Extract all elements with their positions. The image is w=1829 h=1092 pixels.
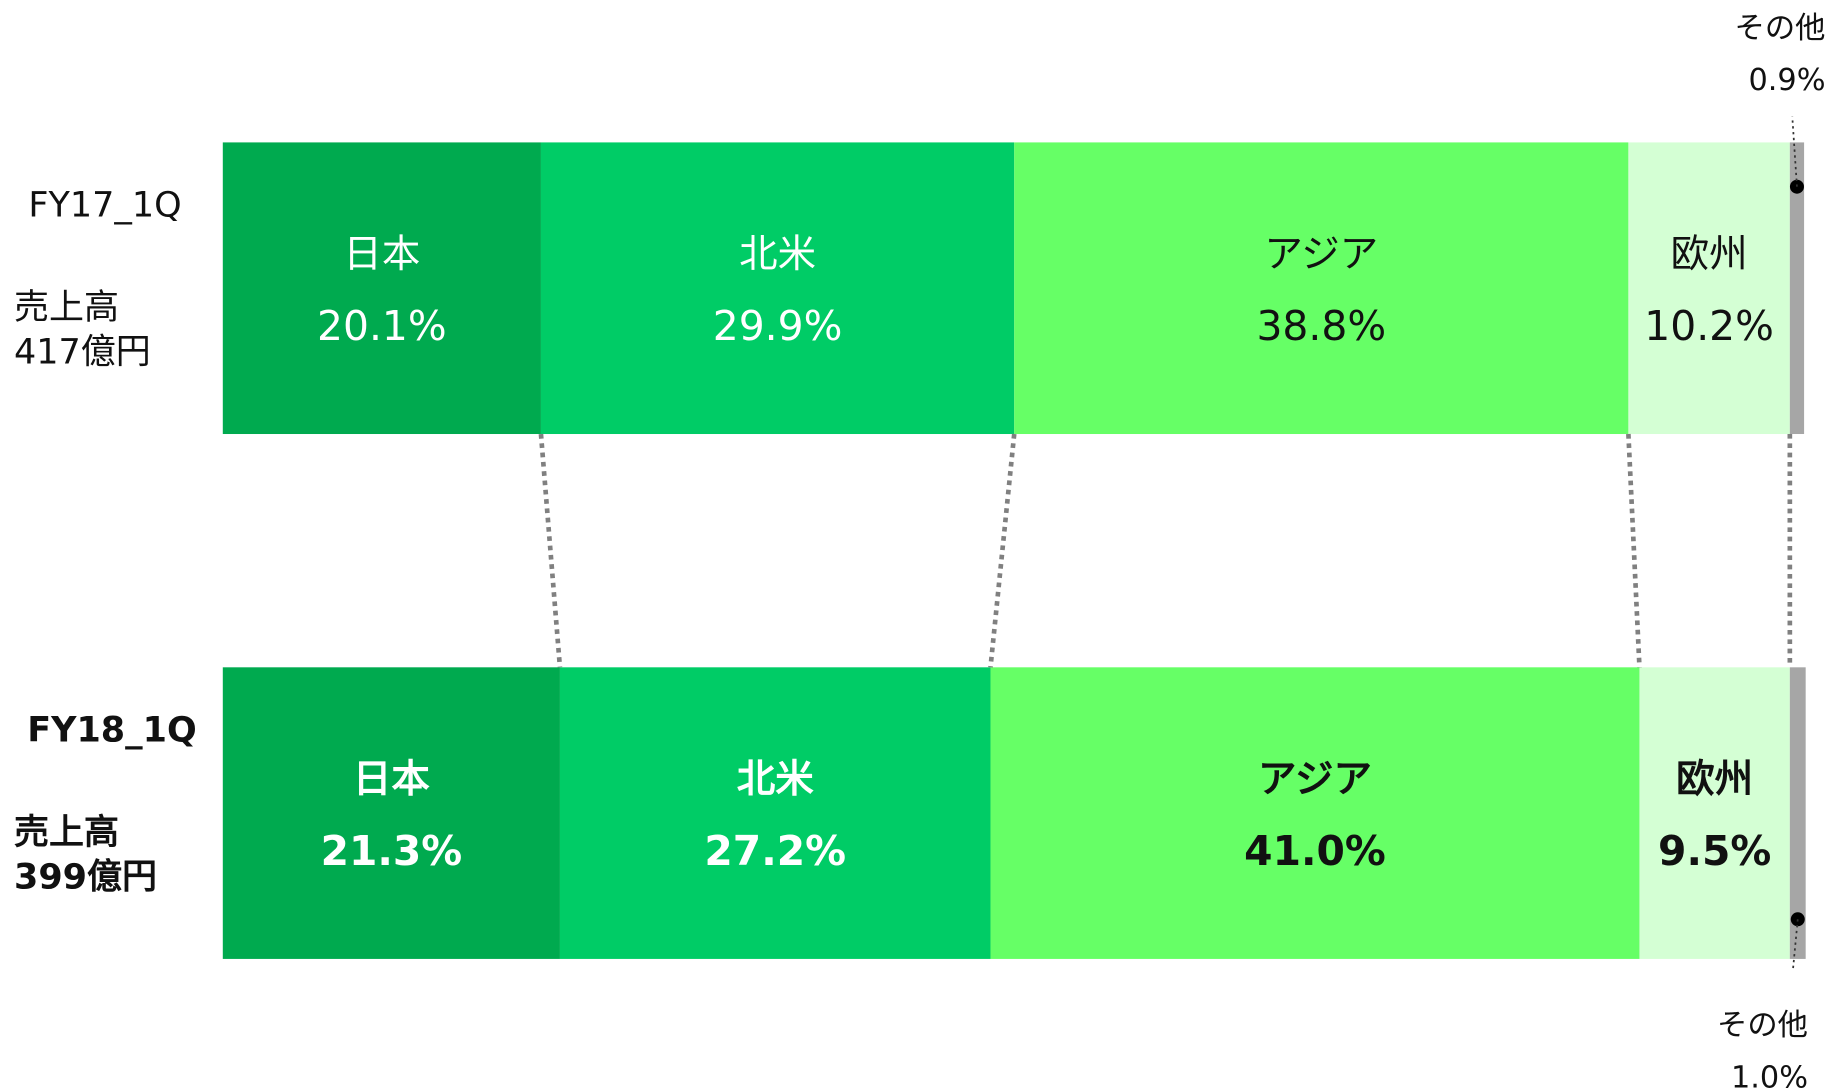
data-label: 21.3% [321,827,463,875]
segment-name: その他 [1735,11,1826,46]
data-label: 38.8% [1256,302,1386,350]
bar-segment [990,667,1640,959]
segment-name: 欧州 [1676,757,1753,802]
segment-name: アジア [1258,757,1372,802]
data-label: 9.5% [1658,827,1771,875]
connector [1626,433,1642,668]
data-label: 27.2% [704,827,846,875]
category-subtitle: 売上高 [14,813,119,853]
category-subtitle: 399億円 [14,857,157,897]
bar-segment [222,142,541,435]
segment-name: 北米 [739,232,816,277]
data-label: 41.0% [1244,827,1386,875]
bar-segment [222,667,560,959]
data-label: 20.1% [317,302,447,350]
bar-segment [1789,667,1806,959]
data-label: 0.9% [1748,63,1825,98]
leader-line [1791,116,1798,187]
bar-segment [559,667,991,959]
data-label: 1.0% [1731,1061,1808,1092]
segment-name: 日本 [343,232,420,277]
category-subtitle: 417億円 [14,333,151,373]
category-label: FY17_1Q [28,186,181,226]
bar-segment [540,142,1015,435]
connector [538,433,563,668]
bar-segment [1639,667,1790,959]
segment-name: その他 [1717,1008,1808,1043]
segment-name: 欧州 [1671,232,1748,277]
category-label: FY18_1Q [27,710,197,750]
bar-segment [1789,142,1805,435]
category-subtitle: 売上高 [14,288,119,328]
connector [988,433,1017,668]
data-label: 29.9% [713,302,843,350]
segment-name: 日本 [353,757,430,802]
segment-name: アジア [1264,232,1378,277]
bar-segment [1014,142,1629,435]
leader-dot [1790,912,1805,927]
leader-line [1792,919,1799,969]
segment-name: 北米 [737,757,814,802]
data-label: 10.2% [1644,302,1774,350]
bar-segment [1628,142,1790,435]
